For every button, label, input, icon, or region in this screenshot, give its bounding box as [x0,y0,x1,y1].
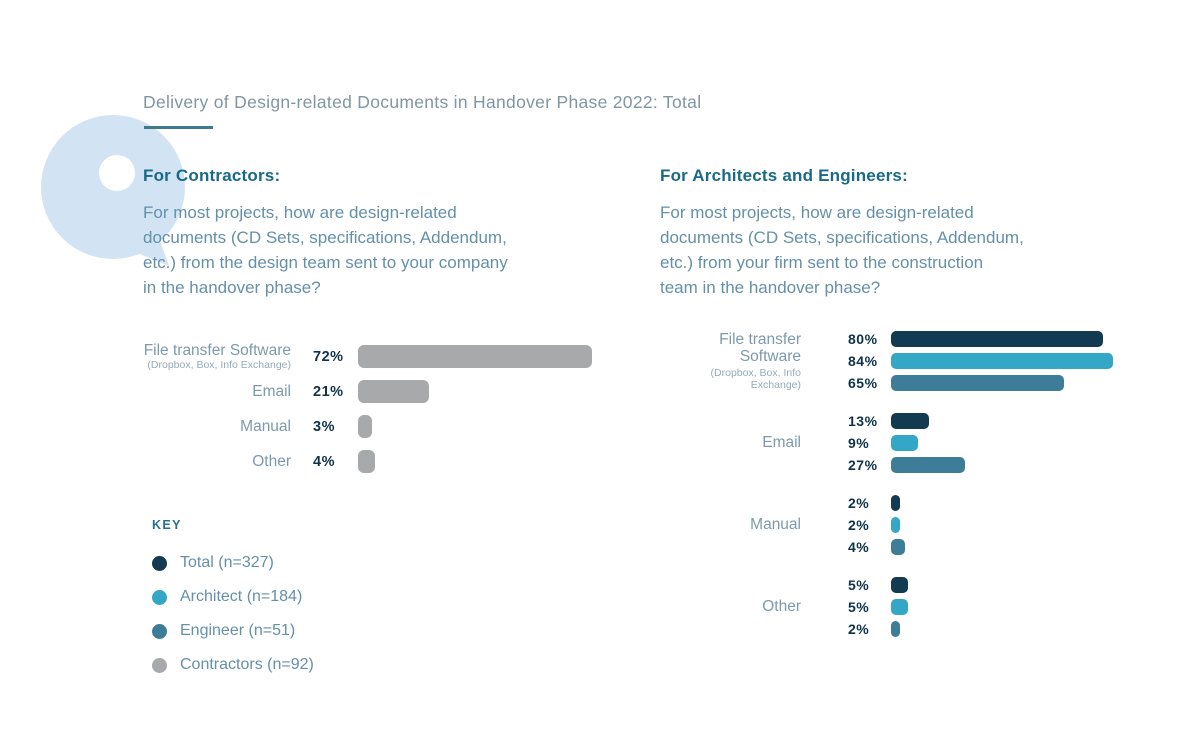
section-contractors: For Contractors: For most projects, how … [143,166,603,300]
value-label: 9% [848,435,870,451]
chart-group: File transfer Software (Dropbox, Box, Inf… [660,328,1113,394]
bar-group: 80% 84% 65% [848,328,1113,394]
section-heading-contractors: For Contractors: [143,166,281,185]
chart-row: 4% [848,536,905,558]
bar [891,457,965,473]
bar [891,331,1103,347]
category-label: File transfer Software (Dropbox, Box, Inf… [143,341,291,371]
value-label: 5% [848,577,870,593]
bar [358,415,372,438]
chart-row: 13% [848,410,965,432]
value-label: 21% [313,383,344,400]
value-label: 27% [848,457,878,473]
contractors-bar-chart: File transfer Software (Dropbox, Box, Inf… [143,339,623,479]
chart-key: KEY Total (n=327) Architect (n=184) Engine… [152,518,314,682]
key-item: Architect (n=184) [152,580,314,614]
key-item: Total (n=327) [152,546,314,580]
value-label: 72% [313,348,344,365]
key-label: Contractors (n=92) [180,656,314,673]
chart-row: 5% [848,574,908,596]
bar-group: 2% 2% 4% [848,492,905,558]
key-dot [152,555,167,571]
chart-row: Manual 3% [143,409,623,444]
value-label: 2% [848,621,870,637]
page-title: Delivery of Design-related Documents in … [143,92,702,112]
survey-question-contractors: For most projects, how are design-relate… [143,203,508,297]
value-label: 4% [313,453,335,470]
bar [358,450,375,473]
value-label: 2% [848,517,870,533]
value-label: 2% [848,495,870,511]
category-label: File transfer Software (Dropbox, Box, Inf… [660,328,801,394]
bar [358,380,429,403]
bar [891,495,900,511]
bar [891,375,1064,391]
chart-row: 65% [848,372,1113,394]
category-label: Manual [750,516,801,534]
value-label: 3% [313,418,335,435]
bar-group: 5% 5% 2% [848,574,908,640]
chart-group: Other 5% 5% 2% [660,574,1113,640]
value-label: 80% [848,331,878,347]
bar [891,435,918,451]
value-label: 65% [848,375,878,391]
value-label: 84% [848,353,878,369]
chart-group: Email 13% 9% 27% [660,410,1113,476]
section-architects-engineers: For Architects and Engineers: For most p… [660,166,1120,300]
bar [891,413,929,429]
key-label: Architect (n=184) [180,588,303,605]
value-label: 4% [848,539,870,555]
key-item: Engineer (n=51) [152,614,314,648]
chart-row: Email 21% [143,374,623,409]
chart-row: 2% [848,492,905,514]
key-dot [152,589,167,605]
category-label: Other [762,598,801,616]
bar-group: 13% 9% 27% [848,410,965,476]
category-label: Manual [240,417,291,435]
bar [891,621,900,637]
bar [358,345,592,368]
chart-row: 2% [848,514,905,536]
chart-row: 9% [848,432,965,454]
bar [891,539,905,555]
key-label: Total (n=327) [180,554,274,571]
category-label: Email [252,382,291,400]
chart-row: 2% [848,618,908,640]
value-label: 5% [848,599,870,615]
key-title: KEY [152,518,182,532]
category-label: Other [252,452,291,470]
chart-group: Manual 2% 2% 4% [660,492,1113,558]
chart-row: 5% [848,596,908,618]
survey-question-architects-engineers: For most projects, how are design-relate… [660,203,1024,297]
value-label: 13% [848,413,878,429]
key-label: Engineer (n=51) [180,622,296,639]
section-heading-architects-engineers: For Architects and Engineers: [660,166,908,185]
category-sublabel: (Dropbox, Box, Info Exchange) [147,358,291,371]
bar [891,517,900,533]
key-dot [152,623,167,639]
quote-bubble-decoration [41,115,185,266]
chart-row: 80% [848,328,1113,350]
key-item: Contractors (n=92) [152,648,314,682]
category-sublabel: (Dropbox, Box, Info Exchange) [710,367,801,392]
chart-row: 27% [848,454,965,476]
bar [891,577,908,593]
key-dot [152,657,167,673]
bar [891,599,908,615]
title-underline [144,126,213,129]
chart-row: Other 4% [143,444,623,479]
architects-engineers-bar-chart: File transfer Software (Dropbox, Box, Inf… [660,328,1113,656]
chart-row: File transfer Software (Dropbox, Box, Inf… [143,339,623,374]
bar [891,353,1113,369]
category-label: Email [762,434,801,452]
chart-row: 84% [848,350,1113,372]
